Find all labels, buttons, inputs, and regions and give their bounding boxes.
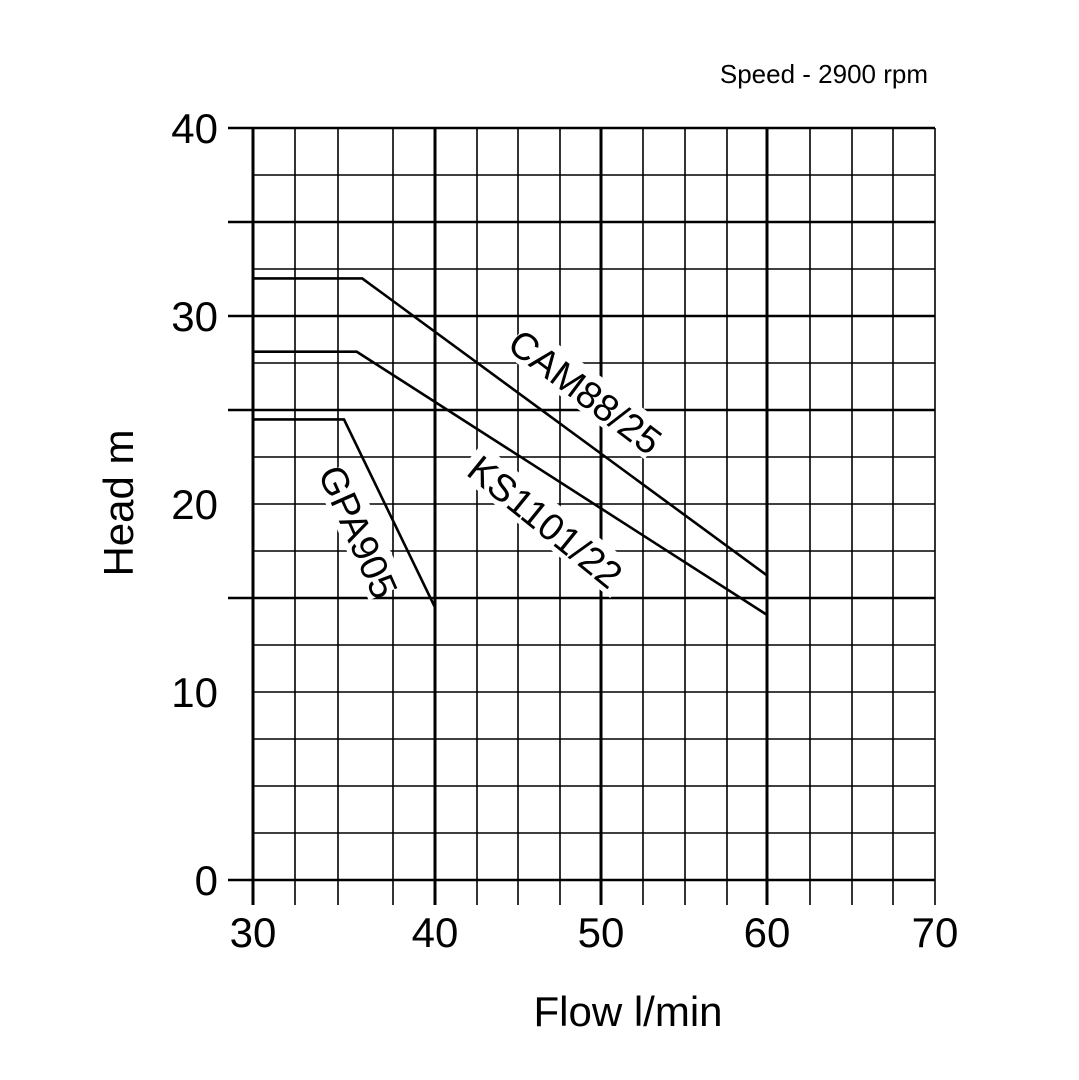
- y-tick-label: 40: [171, 105, 218, 152]
- series-label-background: [314, 461, 406, 601]
- x-tick-label: 60: [744, 909, 791, 956]
- series-label-group: GPA905: [309, 460, 406, 606]
- x-tick-label: 50: [578, 909, 625, 956]
- curves: [253, 277, 769, 880]
- series-label-background: [503, 321, 669, 460]
- series-label: GPA905: [309, 460, 405, 606]
- x-tick-label: 30: [230, 909, 277, 956]
- series-label-group: KS1101/22: [457, 442, 636, 598]
- y-tick-label: 20: [171, 481, 218, 528]
- y-tick-label: 0: [195, 857, 218, 904]
- series-line-gpa905: [253, 418, 437, 880]
- tick-labels: 30 40 50 60 70 0 10 20 30 40: [171, 105, 958, 956]
- y-axis-label: Head m: [95, 429, 142, 576]
- series-label-background: [457, 442, 636, 598]
- x-tick-label: 40: [412, 909, 459, 956]
- y-tick-label: 30: [171, 293, 218, 340]
- series-line-ks110122: [253, 350, 769, 880]
- series-line-cam8825: [253, 277, 769, 880]
- chart-title: Speed - 2900 rpm: [720, 59, 928, 89]
- x-tick-label: 70: [912, 909, 959, 956]
- x-axis-label: Flow l/min: [533, 988, 722, 1035]
- y-tick-label: 10: [171, 669, 218, 716]
